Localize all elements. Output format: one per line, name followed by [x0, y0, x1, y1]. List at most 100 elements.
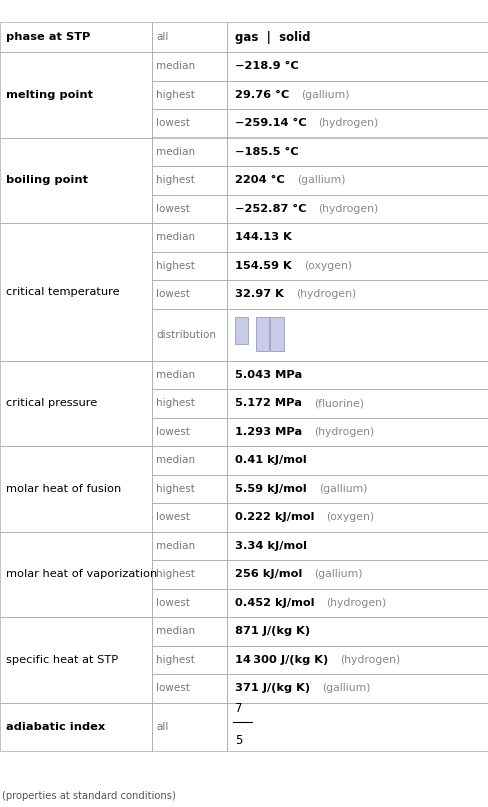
Bar [0, 532, 151, 617]
Text: all: all [156, 721, 168, 731]
Bar [227, 137, 488, 166]
Bar [151, 308, 227, 361]
Bar [227, 52, 488, 81]
Text: 14 300 J/(kg K): 14 300 J/(kg K) [234, 654, 327, 665]
Bar [227, 389, 488, 417]
Text: −259.14 °C: −259.14 °C [234, 119, 305, 128]
Bar [151, 588, 227, 617]
Text: median: median [156, 232, 195, 242]
Text: 256 kJ/mol: 256 kJ/mol [234, 569, 302, 579]
Bar [227, 22, 488, 52]
Text: −252.87 °C: −252.87 °C [234, 203, 305, 214]
Bar [227, 446, 488, 475]
Text: lowest: lowest [156, 427, 190, 437]
Bar [151, 223, 227, 252]
Bar [227, 308, 488, 361]
Text: (gallium): (gallium) [318, 483, 366, 494]
Bar [0, 617, 151, 703]
Text: 32.97 K: 32.97 K [234, 289, 283, 299]
Text: −218.9 °C: −218.9 °C [234, 61, 298, 71]
Text: (gallium): (gallium) [314, 569, 362, 579]
Text: (oxygen): (oxygen) [303, 261, 351, 271]
Bar [0, 361, 151, 446]
Text: (hydrogen): (hydrogen) [318, 119, 378, 128]
Bar [227, 223, 488, 252]
Bar [151, 532, 227, 560]
Bar [151, 81, 227, 109]
Bar [151, 194, 227, 223]
Text: 1.293 MPa: 1.293 MPa [234, 427, 302, 437]
Bar [227, 475, 488, 503]
Text: (oxygen): (oxygen) [326, 512, 374, 522]
Text: median: median [156, 370, 195, 380]
Bar [256, 317, 268, 351]
Text: 371 J/(kg K): 371 J/(kg K) [234, 684, 309, 693]
Text: critical temperature: critical temperature [6, 286, 119, 297]
Text: lowest: lowest [156, 684, 190, 693]
Bar [151, 617, 227, 646]
Text: lowest: lowest [156, 512, 190, 522]
Bar [227, 646, 488, 674]
Bar [151, 446, 227, 475]
Text: highest: highest [156, 175, 195, 186]
Text: median: median [156, 147, 195, 157]
Bar [0, 446, 151, 532]
Text: median: median [156, 626, 195, 636]
Bar [227, 588, 488, 617]
Text: (gallium): (gallium) [322, 684, 370, 693]
Bar [151, 252, 227, 280]
Text: (hydrogen): (hydrogen) [295, 289, 355, 299]
Text: highest: highest [156, 483, 195, 494]
Text: 0.222 kJ/mol: 0.222 kJ/mol [234, 512, 314, 522]
Text: 0.41 kJ/mol: 0.41 kJ/mol [234, 455, 306, 466]
Text: lowest: lowest [156, 203, 190, 214]
Bar [151, 389, 227, 417]
Text: phase at STP: phase at STP [6, 32, 90, 42]
Text: highest: highest [156, 90, 195, 100]
Text: (fluorine): (fluorine) [313, 398, 363, 408]
Text: (gallium): (gallium) [296, 175, 345, 186]
Text: 2204 °C: 2204 °C [234, 175, 284, 186]
Text: 7: 7 [234, 702, 242, 715]
Bar [0, 52, 151, 137]
Bar [0, 703, 151, 751]
Text: specific heat at STP: specific heat at STP [6, 654, 118, 665]
Text: (hydrogen): (hydrogen) [314, 427, 374, 437]
Text: highest: highest [156, 569, 195, 579]
Bar [270, 317, 284, 351]
Text: (hydrogen): (hydrogen) [326, 598, 386, 608]
Text: −185.5 °C: −185.5 °C [234, 147, 298, 157]
Bar [227, 674, 488, 703]
Bar [0, 223, 151, 361]
Bar [227, 361, 488, 389]
Bar [151, 52, 227, 81]
Text: (properties at standard conditions): (properties at standard conditions) [2, 791, 176, 801]
Bar [151, 166, 227, 194]
Bar [151, 674, 227, 703]
Text: median: median [156, 61, 195, 71]
Text: 871 J/(kg K): 871 J/(kg K) [234, 626, 309, 636]
Bar [151, 646, 227, 674]
Text: melting point: melting point [6, 90, 93, 100]
Text: 3.34 kJ/mol: 3.34 kJ/mol [234, 541, 306, 550]
Text: all: all [156, 32, 168, 42]
Bar [151, 22, 227, 52]
Bar [227, 617, 488, 646]
Text: molar heat of fusion: molar heat of fusion [6, 483, 121, 494]
Bar [227, 166, 488, 194]
Text: median: median [156, 541, 195, 550]
Text: (hydrogen): (hydrogen) [318, 203, 378, 214]
Text: median: median [156, 455, 195, 466]
Bar [151, 475, 227, 503]
Text: 5: 5 [234, 734, 242, 746]
Bar [227, 532, 488, 560]
Bar [234, 317, 248, 344]
Text: (hydrogen): (hydrogen) [340, 654, 400, 665]
Bar [227, 280, 488, 308]
Text: molar heat of vaporization: molar heat of vaporization [6, 569, 157, 579]
Text: gas  |  solid: gas | solid [234, 31, 309, 44]
Bar [151, 280, 227, 308]
Bar [227, 703, 488, 751]
Text: 5.59 kJ/mol: 5.59 kJ/mol [234, 483, 306, 494]
Text: (gallium): (gallium) [301, 90, 349, 100]
